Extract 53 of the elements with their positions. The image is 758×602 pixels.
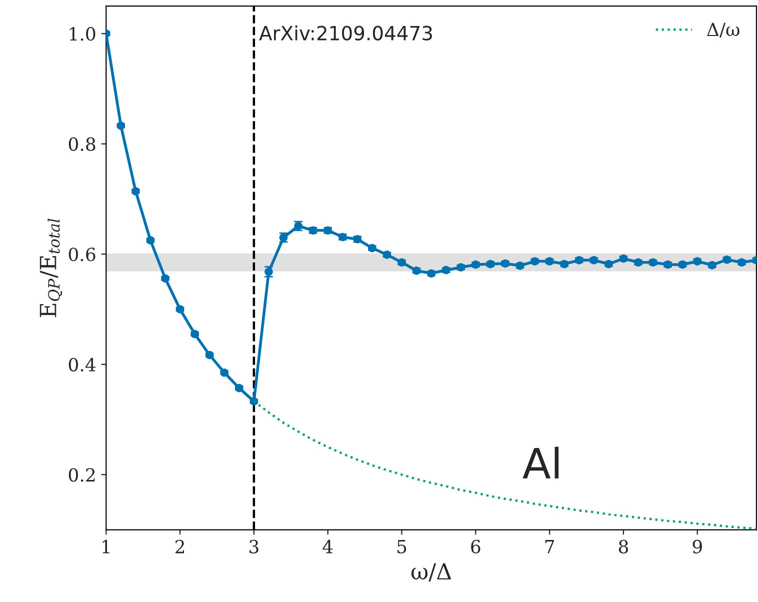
y-tick-label: 0.6 — [68, 248, 96, 262]
point — [353, 235, 362, 244]
point — [294, 222, 302, 230]
point — [545, 257, 554, 266]
point — [412, 266, 421, 275]
point — [456, 263, 466, 272]
point — [486, 260, 495, 268]
point — [205, 350, 214, 360]
x-tick-label: 1 — [102, 540, 110, 554]
point — [116, 121, 126, 130]
annotation: ArXiv:2109.04473 — [259, 25, 432, 40]
annotation: Al — [522, 446, 559, 478]
point — [738, 258, 746, 267]
point — [619, 254, 628, 263]
x-tick-label: 7 — [545, 540, 554, 554]
x-tick-label: 3 — [250, 540, 258, 554]
point — [648, 258, 658, 267]
point — [471, 260, 480, 269]
point — [501, 259, 510, 268]
x-axis-title: ω/Δ — [411, 563, 452, 582]
y-tick-label: 0.2 — [68, 468, 95, 482]
legend-label: Δ/ω — [707, 22, 740, 38]
point — [708, 260, 716, 270]
point — [574, 256, 584, 264]
point — [530, 257, 539, 266]
y-tick-label: 1.0 — [70, 27, 96, 41]
x-tick-label: 9 — [692, 540, 702, 554]
point — [722, 255, 732, 264]
point — [427, 269, 436, 278]
point — [560, 260, 568, 268]
x-tick-label: 5 — [398, 540, 406, 554]
point — [590, 256, 598, 264]
point — [161, 274, 170, 283]
point — [516, 262, 524, 270]
point — [442, 266, 450, 274]
point — [338, 232, 347, 242]
point — [664, 260, 672, 269]
x-tick-label: 6 — [471, 540, 480, 554]
point — [234, 384, 244, 392]
y-tick-label: 0.8 — [68, 137, 96, 151]
x-tick-label: 8 — [618, 540, 628, 554]
point — [220, 368, 229, 377]
point — [604, 260, 613, 268]
y-tick-label: 0.4 — [68, 358, 96, 372]
point — [324, 226, 332, 235]
point — [678, 260, 687, 269]
y-axis-title: E$_{QP}$/E$_{total}$ — [40, 218, 62, 318]
point — [190, 330, 199, 338]
point — [308, 226, 318, 235]
point — [693, 257, 702, 266]
x-tick-label: 2 — [176, 540, 184, 554]
x-tick-label: 4 — [322, 540, 333, 554]
point — [634, 258, 642, 267]
